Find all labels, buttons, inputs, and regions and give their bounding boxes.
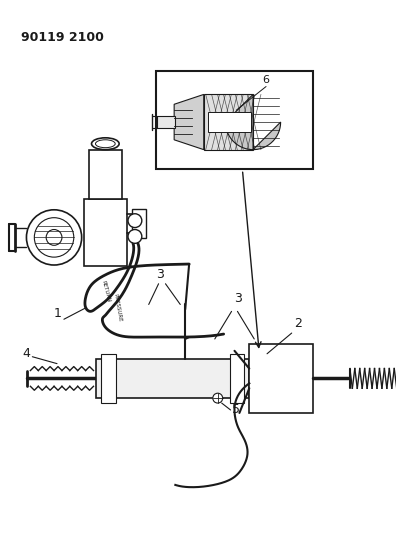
Polygon shape bbox=[204, 94, 253, 150]
Circle shape bbox=[34, 217, 74, 257]
Ellipse shape bbox=[91, 138, 119, 150]
Bar bbox=[208, 112, 251, 132]
Text: 3: 3 bbox=[235, 293, 242, 305]
Circle shape bbox=[26, 210, 82, 265]
Text: 4: 4 bbox=[22, 347, 30, 360]
Polygon shape bbox=[174, 94, 204, 150]
Text: 6: 6 bbox=[263, 75, 270, 85]
Bar bbox=[249, 344, 313, 413]
Text: 1: 1 bbox=[54, 308, 62, 320]
Text: RETURN: RETURN bbox=[100, 280, 111, 303]
Bar bbox=[132, 209, 146, 238]
Bar bbox=[229, 354, 244, 403]
Text: 5: 5 bbox=[231, 403, 239, 416]
Text: 90119 2100: 90119 2100 bbox=[20, 31, 103, 44]
Text: 3: 3 bbox=[156, 268, 164, 281]
Bar bbox=[97, 359, 249, 398]
Bar bbox=[157, 116, 175, 128]
Circle shape bbox=[128, 230, 142, 244]
Polygon shape bbox=[225, 94, 280, 150]
Text: 2: 2 bbox=[294, 317, 302, 330]
Bar bbox=[89, 150, 122, 199]
Ellipse shape bbox=[95, 140, 115, 148]
Circle shape bbox=[213, 393, 223, 403]
Bar bbox=[84, 199, 127, 266]
Bar bbox=[101, 354, 116, 403]
Circle shape bbox=[46, 230, 62, 245]
Bar bbox=[156, 71, 313, 169]
Circle shape bbox=[128, 214, 142, 228]
Text: PRESSURE: PRESSURE bbox=[112, 293, 122, 322]
